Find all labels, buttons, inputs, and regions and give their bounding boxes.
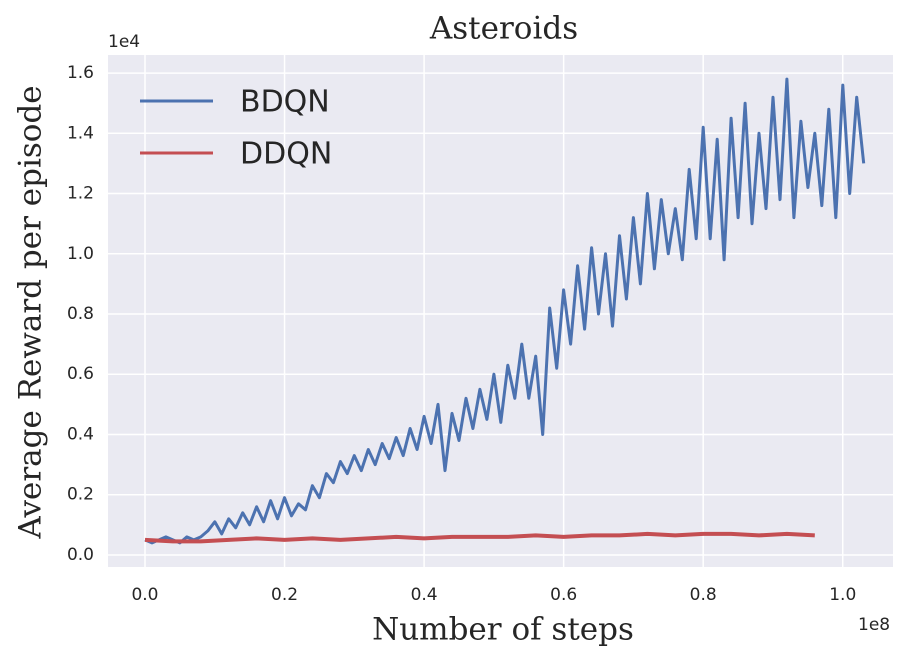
x-axis-label: Number of steps <box>372 612 634 648</box>
y-tick-label: 0.8 <box>67 304 94 324</box>
data-line <box>144 77 866 545</box>
y-tick-label: 0.6 <box>67 364 94 384</box>
y-tick-label: 1.6 <box>67 63 94 83</box>
y-tick-label: 0.4 <box>67 424 94 444</box>
y-tick-label: 0.2 <box>67 485 94 505</box>
x-tick-label: 0.2 <box>271 585 298 605</box>
x-tick-label: 0.6 <box>550 585 577 605</box>
y-offset-label: 1e4 <box>108 32 140 52</box>
chart-title: Asteroids <box>429 11 578 47</box>
y-tick-label: 1.4 <box>67 123 94 143</box>
x-tick-label: 1.0 <box>829 585 856 605</box>
plot-area <box>108 55 893 567</box>
data-line <box>144 531 815 544</box>
x-offset-label: 1e8 <box>858 615 890 635</box>
y-axis-label: Average Reward per episode <box>13 85 49 539</box>
y-tick-label: 1.2 <box>67 184 94 204</box>
y-tick-label: 1.0 <box>67 244 94 264</box>
legend-label: DDQN <box>240 137 332 172</box>
x-tick-label: 0.0 <box>131 585 158 605</box>
y-tick-label: 0.0 <box>67 545 94 565</box>
x-tick-label: 0.8 <box>690 585 717 605</box>
x-tick-label: 0.4 <box>411 585 438 605</box>
legend-label: BDQN <box>240 85 330 120</box>
